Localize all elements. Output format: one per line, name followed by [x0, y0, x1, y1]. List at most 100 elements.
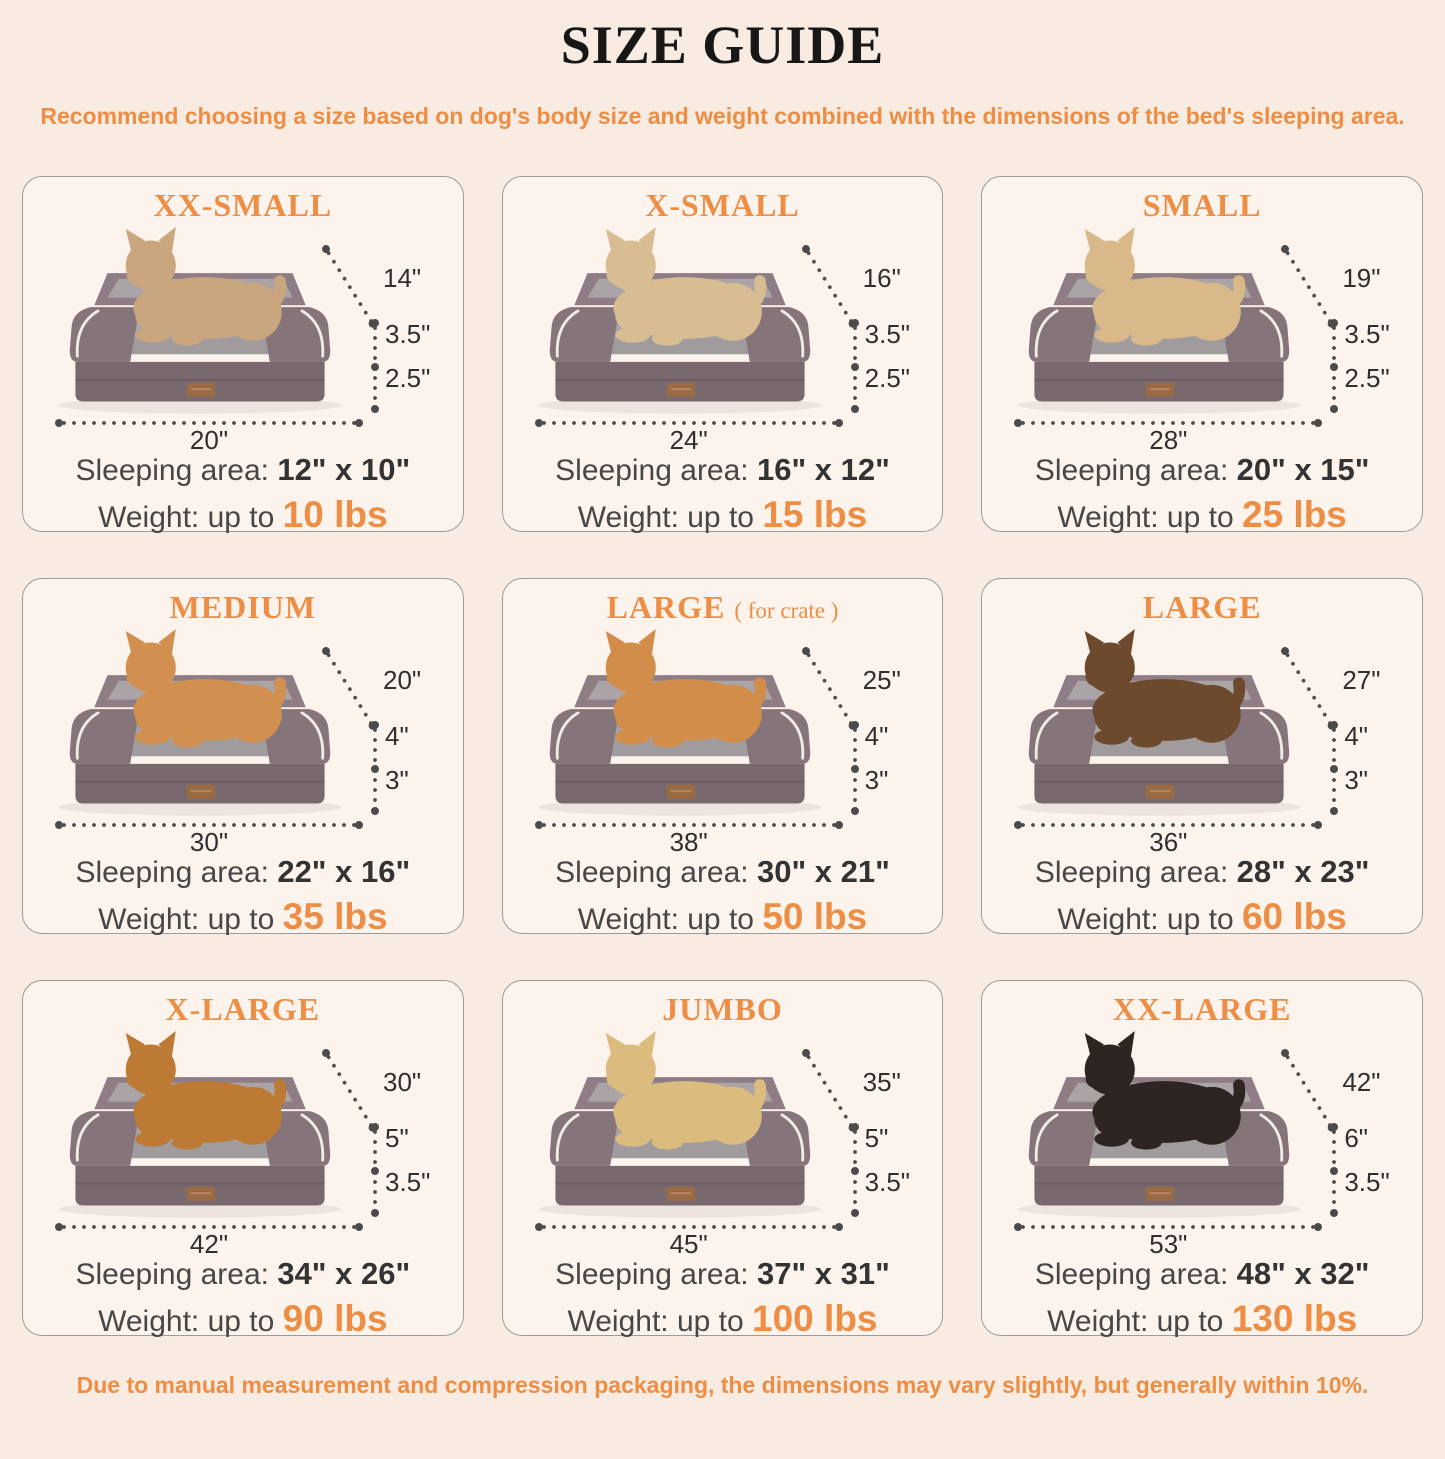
weight-line: Weight: up to 60 lbs	[992, 895, 1412, 939]
weight-line: Weight: up to 130 lbs	[992, 1297, 1412, 1341]
sleeping-area-line: Sleeping area: 30" x 21"	[513, 853, 933, 891]
sleeping-area-label: Sleeping area:	[75, 1257, 269, 1291]
size-card: X-SMALL 16" 3.5" 2.5" 24" Sleeping area:…	[501, 175, 944, 535]
sleeping-area-line: Sleeping area: 37" x 31"	[513, 1255, 933, 1293]
dimension-depth-label: 42"	[1342, 1066, 1381, 1097]
dimension-depth-label: 27"	[1342, 664, 1381, 695]
card-size-title: X-LARGE	[33, 991, 453, 1029]
dimension-line-vertical	[371, 720, 379, 815]
dimension-depth-label: 14"	[383, 262, 422, 293]
size-card: LARGE ( for crate ) 25" 4" 3" 38" Sleepi…	[501, 577, 944, 937]
dimension-line-width	[55, 1222, 363, 1231]
dimension-dot	[371, 1166, 379, 1175]
dimension-lower-height-label: 3"	[864, 764, 889, 795]
bed-scene: 16" 3.5" 2.5" 24"	[513, 225, 933, 453]
sleeping-area-line: Sleeping area: 22" x 16"	[33, 853, 453, 891]
size-card: X-LARGE 30" 5" 3.5" 42" Sleeping area: 3…	[22, 979, 464, 1339]
dimension-lower-height-label: 3.5"	[864, 1166, 911, 1197]
dimension-line-width	[1014, 1222, 1323, 1231]
pet-silhouette	[1050, 227, 1262, 362]
size-card: SMALL 19" 3.5" 2.5" 28" Sleeping area: 2…	[981, 175, 1423, 535]
sleeping-area-value: 22" x 16"	[277, 853, 411, 889]
pet-silhouette	[91, 227, 303, 362]
weight-value: 15 lbs	[762, 493, 868, 535]
sleeping-area-line: Sleeping area: 20" x 15"	[992, 451, 1412, 489]
dimension-upper-height-label: 4"	[1344, 720, 1369, 751]
pet-silhouette	[571, 629, 783, 764]
sleeping-area-line: Sleeping area: 16" x 12"	[513, 451, 933, 489]
sleeping-area-value: 30" x 21"	[756, 853, 890, 889]
bed-scene: 35" 5" 3.5" 45"	[513, 1029, 933, 1257]
card-size-label: JUMBO	[662, 990, 783, 1027]
card-size-label: X-LARGE	[165, 990, 321, 1027]
dimension-dot	[371, 764, 379, 773]
pet-silhouette	[91, 629, 303, 764]
dimension-depth-label: 20"	[383, 664, 422, 695]
card-size-title: LARGE ( for crate )	[513, 589, 933, 627]
dimension-line-width	[1014, 820, 1323, 829]
dimension-depth-label: 35"	[862, 1066, 901, 1097]
sleeping-area-value: 28" x 23"	[1236, 853, 1370, 889]
bed-scene: 42" 6" 3.5" 53"	[992, 1029, 1412, 1257]
dimension-upper-height-label: 4"	[385, 720, 409, 751]
card-size-label: SMALL	[1142, 186, 1262, 223]
dimension-line-width	[534, 820, 843, 829]
dimension-width-label: 24"	[669, 424, 708, 455]
dimension-line-width	[1014, 418, 1323, 427]
weight-line: Weight: up to 90 lbs	[33, 1297, 453, 1341]
dimension-lower-height-label: 2.5"	[864, 362, 911, 393]
pet-silhouette	[1050, 1031, 1262, 1166]
weight-value: 90 lbs	[282, 1297, 388, 1339]
sleeping-area-value: 12" x 10"	[277, 451, 411, 487]
weight-label: Weight: up to	[1047, 1304, 1224, 1338]
weight-value: 100 lbs	[752, 1297, 878, 1339]
weight-line: Weight: up to 10 lbs	[33, 493, 453, 537]
card-size-label: XX-LARGE	[1112, 990, 1292, 1027]
weight-label: Weight: up to	[577, 500, 754, 534]
sleeping-area-line: Sleeping area: 28" x 23"	[992, 853, 1412, 891]
card-size-label: XX-SMALL	[153, 186, 333, 223]
bed-scene: 25" 4" 3" 38"	[513, 627, 933, 855]
dimension-line-vertical	[850, 318, 859, 413]
sleeping-area-label: Sleeping area:	[1034, 855, 1229, 889]
dimension-width-label: 20"	[189, 424, 229, 455]
dimension-line-vertical	[371, 1122, 379, 1217]
dimension-width-label: 53"	[1149, 1228, 1188, 1259]
card-size-title: LARGE	[992, 589, 1412, 627]
dimension-line-vertical	[1330, 318, 1339, 413]
dimension-upper-height-label: 3.5"	[385, 318, 431, 349]
dimension-upper-height-label: 3.5"	[864, 318, 911, 349]
sleeping-area-value: 37" x 31"	[756, 1255, 890, 1291]
dimension-upper-height-label: 5"	[385, 1122, 409, 1153]
dimension-line-vertical	[1330, 1122, 1339, 1217]
page-title: SIZE GUIDE	[560, 15, 885, 75]
size-card: XX-SMALL 14" 3.5" 2.5" 20" Sleeping area…	[22, 175, 464, 535]
dimension-line-vertical	[1330, 720, 1339, 815]
dimension-line-vertical	[850, 720, 859, 815]
dimension-dot	[1330, 362, 1339, 371]
dimension-dot	[1330, 1166, 1339, 1175]
dimension-depth-label: 16"	[862, 262, 901, 293]
page-subtitle: Recommend choosing a size based on dog's…	[40, 103, 1405, 130]
dimension-width-label: 30"	[189, 826, 229, 857]
dimension-line-width	[55, 418, 363, 427]
pet-silhouette	[571, 1031, 783, 1166]
dimension-depth-label: 30"	[383, 1066, 422, 1097]
bed-scene: 14" 3.5" 2.5" 20"	[33, 225, 453, 453]
dimension-width-label: 28"	[1149, 424, 1188, 455]
weight-line: Weight: up to 35 lbs	[33, 895, 453, 939]
sleeping-area-label: Sleeping area:	[75, 453, 269, 487]
weight-label: Weight: up to	[577, 902, 754, 936]
sleeping-area-value: 48" x 32"	[1236, 1255, 1370, 1291]
weight-label: Weight: up to	[1057, 500, 1234, 534]
card-size-label: LARGE	[606, 588, 726, 625]
weight-value: 10 lbs	[282, 493, 388, 535]
dimension-lower-height-label: 2.5"	[385, 362, 431, 393]
sleeping-area-label: Sleeping area:	[555, 453, 749, 487]
bed-scene: 19" 3.5" 2.5" 28"	[992, 225, 1412, 453]
sleeping-area-value: 16" x 12"	[756, 451, 890, 487]
dimension-upper-height-label: 4"	[864, 720, 889, 751]
card-size-label: LARGE	[1142, 588, 1262, 625]
dimension-dot	[850, 362, 859, 371]
page-footer: Due to manual measurement and compressio…	[76, 1371, 1369, 1398]
